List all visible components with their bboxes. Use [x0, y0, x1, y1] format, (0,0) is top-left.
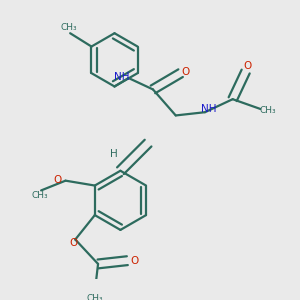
Text: O: O: [130, 256, 139, 266]
Text: NH: NH: [114, 72, 130, 82]
Text: NH: NH: [201, 104, 216, 114]
Text: O: O: [53, 175, 61, 185]
Text: CH₃: CH₃: [60, 23, 77, 32]
Text: O: O: [182, 67, 190, 77]
Text: H: H: [110, 149, 118, 160]
Text: CH₃: CH₃: [86, 294, 103, 300]
Text: CH₃: CH₃: [260, 106, 276, 115]
Text: CH₃: CH₃: [31, 191, 48, 200]
Text: O: O: [243, 61, 251, 71]
Text: O: O: [70, 238, 78, 248]
